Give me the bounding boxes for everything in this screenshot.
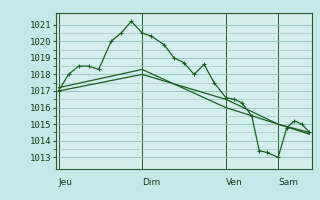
Text: Sam: Sam <box>278 178 298 187</box>
Text: Ven: Ven <box>226 178 243 187</box>
Text: Jeu: Jeu <box>59 178 73 187</box>
Text: Dim: Dim <box>142 178 160 187</box>
